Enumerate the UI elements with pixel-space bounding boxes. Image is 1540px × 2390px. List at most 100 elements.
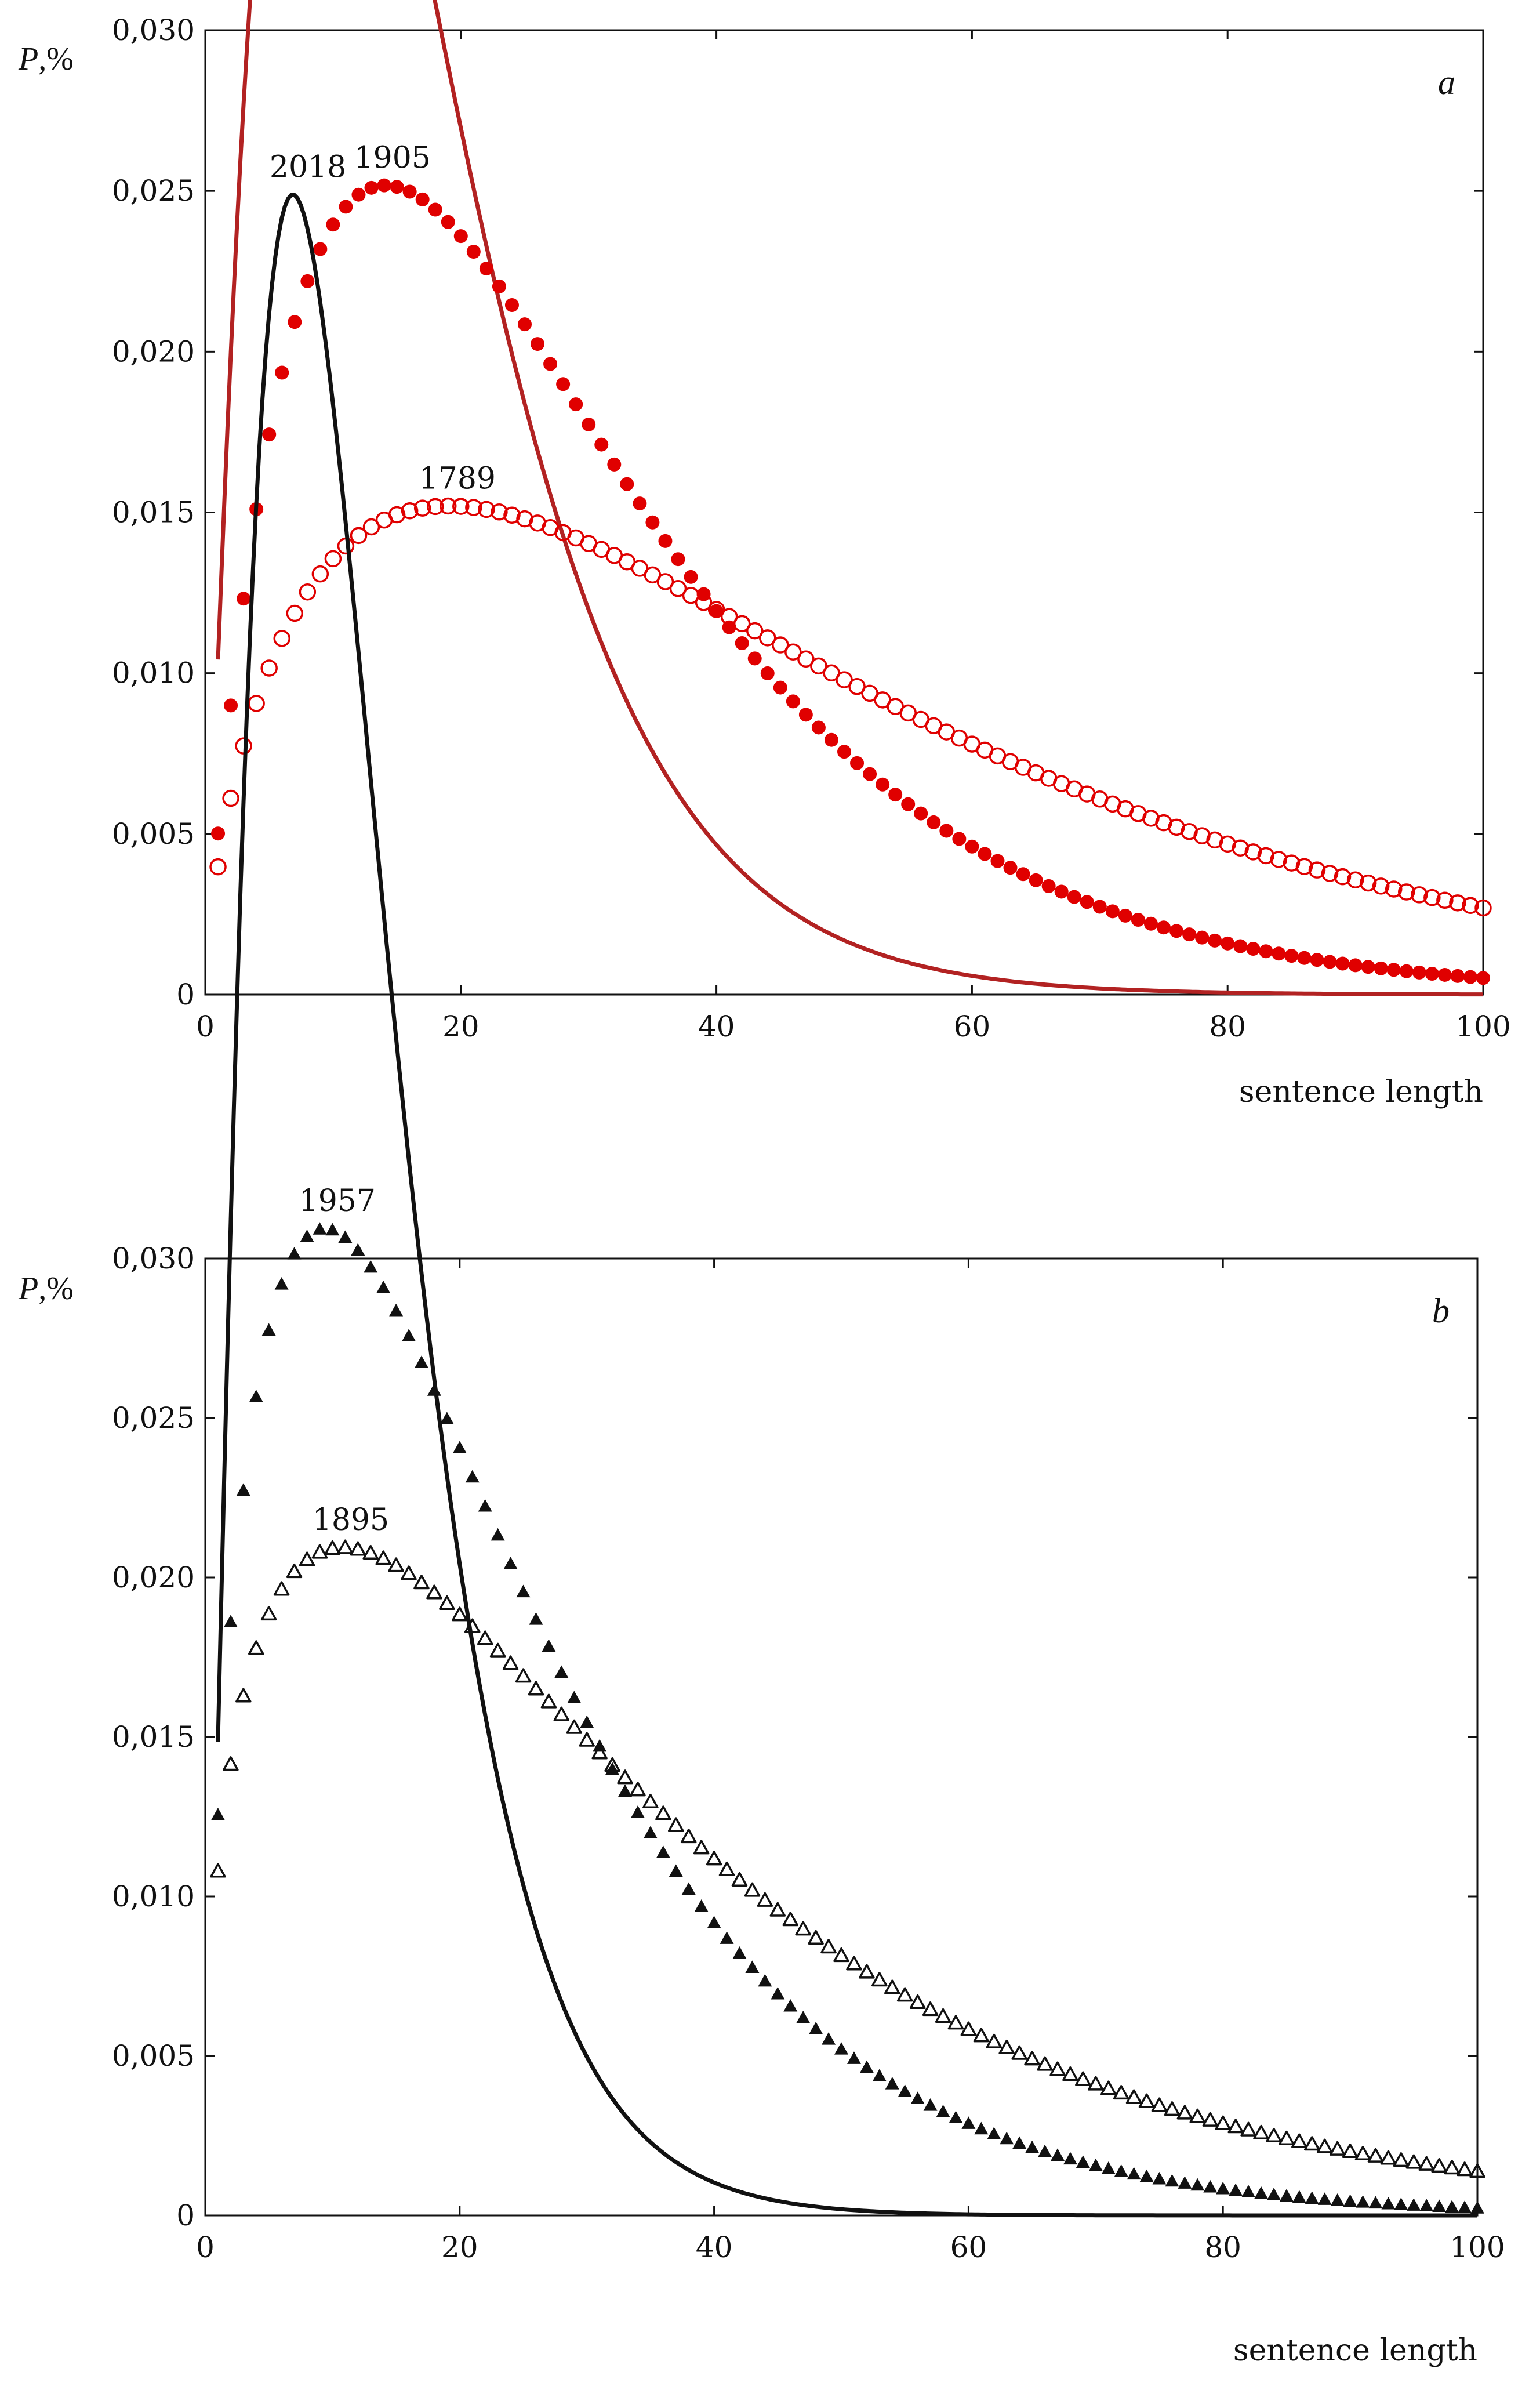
point-1905 [633, 496, 647, 511]
point-1895 [502, 1655, 519, 1670]
y-tick-label: 0,005 [112, 817, 195, 851]
point-1905 [453, 229, 468, 244]
point-1957 [389, 1303, 404, 1317]
point-1905 [224, 698, 238, 713]
point-1895 [795, 1921, 811, 1936]
point-1789 [836, 671, 853, 688]
point-1789 [440, 497, 457, 515]
point-1905 [1029, 873, 1043, 887]
point-1905 [1016, 867, 1030, 882]
point-1957 [1050, 2148, 1065, 2161]
point-1957 [249, 1390, 263, 1402]
point-1895 [350, 1541, 366, 1556]
point-1957 [567, 1691, 582, 1703]
point-1957 [885, 2076, 899, 2090]
point-1957 [796, 2010, 811, 2023]
x-axis-label: sentence length [1233, 2333, 1477, 2368]
point-1957 [834, 2042, 848, 2055]
point-1905 [1080, 895, 1094, 909]
point-1905 [1169, 924, 1184, 938]
point-1957 [300, 1229, 314, 1242]
point-1895 [464, 1618, 481, 1633]
point-1905 [671, 552, 685, 567]
point-1957 [465, 1470, 480, 1483]
point-1905 [1399, 964, 1414, 978]
point-1895 [769, 1902, 786, 1917]
point-1905 [684, 570, 698, 584]
point-1905 [1054, 884, 1069, 899]
point-1957 [1432, 2199, 1447, 2213]
point-1895 [1405, 2154, 1422, 2169]
point-1895 [286, 1564, 303, 1579]
point-1789 [810, 657, 827, 675]
point-1895 [655, 1805, 671, 1820]
point-1957 [1025, 2140, 1040, 2153]
point-1895 [1062, 2066, 1078, 2081]
point-1895 [1380, 2150, 1397, 2165]
x-tick-label: 40 [698, 1010, 735, 1043]
point-1905 [531, 337, 545, 351]
point-1905 [735, 636, 749, 650]
y-tick-label: 0,020 [112, 335, 195, 368]
point-1905 [1450, 969, 1465, 983]
point-1789 [248, 695, 265, 712]
point-1895 [973, 2028, 990, 2043]
point-1895 [1151, 2097, 1168, 2112]
panel-label: a [1438, 63, 1455, 101]
point-1957 [351, 1243, 365, 1256]
point-1895 [1304, 2136, 1320, 2151]
point-1905 [492, 279, 506, 293]
point-1789 [720, 608, 738, 625]
point-1905 [1182, 927, 1197, 942]
point-1895 [579, 1732, 595, 1747]
series-line-2021 [216, 0, 1483, 997]
point-1789 [362, 518, 380, 536]
point-1905 [556, 377, 571, 391]
point-1895 [1011, 2045, 1027, 2060]
point-1895 [630, 1782, 646, 1797]
point-1895 [718, 1861, 735, 1876]
point-1905 [811, 720, 826, 735]
point-1905 [1157, 920, 1171, 935]
point-1957 [325, 1223, 340, 1236]
point-1957 [987, 2127, 1001, 2139]
series-1957 [210, 1222, 1484, 2214]
point-1905 [288, 315, 302, 329]
point-1895 [566, 1719, 583, 1734]
point-1905 [1221, 936, 1235, 951]
point-1789 [733, 615, 751, 633]
point-1957 [402, 1329, 416, 1341]
point-1905 [1003, 861, 1018, 875]
point-1789 [1449, 894, 1466, 912]
point-1905 [747, 651, 762, 666]
point-1957 [1076, 2155, 1090, 2168]
point-1789 [478, 501, 495, 518]
point-1905 [479, 262, 493, 276]
point-1895 [299, 1551, 315, 1566]
point-1789 [452, 498, 470, 515]
point-1957 [1343, 2194, 1357, 2207]
point-1895 [668, 1817, 684, 1832]
point-1905 [1246, 942, 1261, 956]
point-1905 [978, 847, 992, 861]
y-tick-label: 0,025 [112, 1401, 195, 1435]
point-1957 [1127, 2167, 1141, 2180]
point-1957 [669, 1864, 683, 1877]
point-1957 [516, 1584, 531, 1598]
point-1957 [1216, 2181, 1230, 2195]
point-1957 [618, 1784, 633, 1797]
y-tick-label: 0,020 [112, 1561, 195, 1594]
point-1905 [709, 604, 724, 618]
point-1789 [1462, 897, 1479, 914]
point-1895 [744, 1882, 761, 1897]
point-1957 [1203, 2179, 1218, 2193]
point-1789 [286, 604, 304, 622]
point-1895 [528, 1681, 544, 1696]
point-1905 [939, 824, 954, 838]
point-1789 [350, 527, 368, 545]
point-1789 [1334, 868, 1352, 886]
point-1957 [1012, 2136, 1027, 2149]
point-1895 [1367, 2148, 1384, 2163]
x-tick-label: 20 [442, 1010, 480, 1043]
point-1895 [1024, 2051, 1040, 2066]
